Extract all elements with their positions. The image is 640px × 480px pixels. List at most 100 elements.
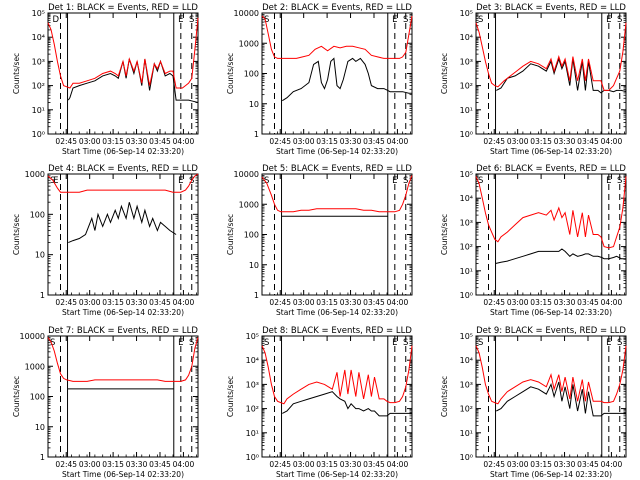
panel-det-9: Det 9: BLACK = Events, RED = LLD 10⁰ 10¹ 10… — [440, 326, 627, 479]
x-axis-label: Start Time (06-Sep-14 02:33:20) — [276, 470, 398, 479]
x-tick-label: 02:45 — [269, 460, 291, 469]
y-tick-label: 10⁵ — [32, 9, 45, 18]
y-tick-label: 10 — [35, 251, 45, 260]
y-axis-label: Counts/sec — [440, 53, 449, 94]
y-tick-label: 1000 — [25, 362, 45, 371]
x-tick-label: 03:45 — [577, 460, 599, 469]
x-tick-label: 03:15 — [316, 137, 338, 146]
y-tick-label: 10 — [249, 261, 259, 270]
y-axis-label: Counts/sec — [12, 214, 21, 255]
interval-marker-label: S — [264, 15, 269, 25]
series-line-lld — [475, 22, 627, 91]
series-line-lld — [47, 17, 199, 89]
plot-frame — [47, 173, 199, 296]
y-tick-label: 100 — [244, 70, 259, 79]
interval-marker-label: S — [617, 338, 622, 348]
interval-marker-label: S — [403, 15, 408, 25]
y-tick-label: 10³ — [246, 380, 259, 389]
interval-marker-label: S — [403, 176, 408, 186]
panel-title: Det 1: BLACK = Events, RED = LLD — [48, 3, 198, 13]
plot-frame — [475, 173, 627, 296]
x-axis-label: Start Time (06-Sep-14 02:33:20) — [62, 470, 184, 479]
x-tick-label: 03:45 — [149, 298, 171, 307]
y-tick-label: 10⁵ — [460, 170, 473, 179]
plot-frame — [47, 12, 199, 135]
x-tick-label: 03:45 — [149, 137, 171, 146]
interval-marker-label: S — [264, 176, 269, 186]
x-tick-label: 03:15 — [316, 298, 338, 307]
interval-marker-label: S — [189, 15, 194, 25]
x-tick-label: 03:00 — [507, 298, 529, 307]
y-tick-label: 10⁴ — [460, 33, 473, 42]
y-tick-label: 10² — [460, 82, 473, 91]
y-axis-label: Counts/sec — [226, 376, 235, 417]
interval-marker-label: S — [189, 338, 194, 348]
y-tick-label: 1 — [40, 453, 45, 462]
panel-det-6: Det 6: BLACK = Events, RED = LLD 10⁰ 10¹ 10… — [440, 164, 627, 317]
x-tick-label: 03:30 — [340, 137, 362, 146]
x-tick-label: 03:15 — [530, 298, 552, 307]
x-tick-label: 02:45 — [483, 460, 505, 469]
interval-marker-label: E — [606, 15, 611, 25]
y-tick-label: 10⁴ — [460, 356, 473, 365]
x-tick-label: 03:00 — [79, 298, 101, 307]
y-tick-label: 10⁰ — [32, 130, 45, 139]
x-tick-label: 03:15 — [530, 460, 552, 469]
y-tick-label: 10 — [249, 100, 259, 109]
panel-det-7: Det 7: BLACK = Events, RED = LLD 1 10 100 10… — [12, 326, 199, 479]
series-line-events — [495, 248, 626, 264]
interval-marker-label: S — [478, 15, 483, 25]
x-axis-label: Start Time (06-Sep-14 02:33:20) — [490, 470, 612, 479]
y-axis-label: Counts/sec — [12, 376, 21, 417]
x-tick-label: 04:00 — [601, 137, 623, 146]
interval-marker-label: E — [53, 176, 58, 186]
interval-marker-label: D — [53, 15, 60, 25]
y-tick-label: 10³ — [460, 57, 473, 66]
series-line-lld — [475, 345, 627, 405]
panel-det-5: Det 5: BLACK = Events, RED = LLD 1 10 100 10… — [226, 164, 413, 317]
series-line-lld — [261, 175, 413, 213]
plot-frame — [261, 12, 413, 135]
y-tick-label: 1000 — [25, 170, 45, 179]
interval-marker-label: E — [392, 176, 397, 186]
x-tick-label: 02:45 — [269, 298, 291, 307]
x-tick-label: 03:30 — [126, 137, 148, 146]
plot-frame — [261, 173, 413, 296]
y-tick-label: 10¹ — [460, 106, 473, 115]
series-line-lld — [47, 173, 199, 193]
x-tick-label: 04:00 — [173, 460, 195, 469]
y-tick-label: 10² — [246, 405, 259, 414]
x-tick-label: 03:00 — [79, 137, 101, 146]
panel-title: Det 5: BLACK = Events, RED = LLD — [262, 164, 412, 174]
y-tick-label: 10⁵ — [460, 332, 473, 341]
interval-marker-label: E — [392, 15, 397, 25]
x-tick-label: 03:30 — [340, 460, 362, 469]
plot-frame — [475, 335, 627, 458]
x-tick-label: 04:00 — [601, 460, 623, 469]
y-tick-label: 10¹ — [460, 267, 473, 276]
y-tick-label: 10² — [460, 243, 473, 252]
panel-title: Det 7: BLACK = Events, RED = LLD — [48, 326, 198, 336]
y-tick-label: 1000 — [239, 200, 259, 209]
x-tick-label: 03:15 — [102, 460, 124, 469]
panel-title: Det 4: BLACK = Events, RED = LLD — [48, 164, 198, 174]
y-tick-label: 10² — [32, 82, 45, 91]
x-tick-label: 03:00 — [507, 460, 529, 469]
x-axis-label: Start Time (06-Sep-14 02:33:20) — [490, 147, 612, 156]
y-tick-label: 10³ — [460, 380, 473, 389]
y-tick-label: 10⁴ — [460, 194, 473, 203]
y-axis-label: Counts/sec — [440, 214, 449, 255]
panel-det-8: Det 8: BLACK = Events, RED = LLD 10⁰ 10¹ 10… — [226, 326, 413, 479]
series-line-events — [68, 202, 177, 244]
x-tick-label: 02:45 — [55, 298, 77, 307]
y-tick-label: 10⁰ — [460, 291, 473, 300]
y-tick-label: 10³ — [460, 218, 473, 227]
x-tick-label: 03:45 — [577, 137, 599, 146]
panel-title: Det 8: BLACK = Events, RED = LLD — [262, 326, 412, 336]
panel-det-2: Det 2: BLACK = Events, RED = LLD 1 10 100 10… — [226, 3, 413, 156]
x-tick-label: 03:45 — [149, 460, 171, 469]
series-line-events — [496, 381, 626, 417]
x-tick-label: 03:00 — [507, 137, 529, 146]
x-axis-label: Start Time (06-Sep-14 02:33:20) — [62, 147, 184, 156]
plot-frame — [475, 12, 627, 135]
